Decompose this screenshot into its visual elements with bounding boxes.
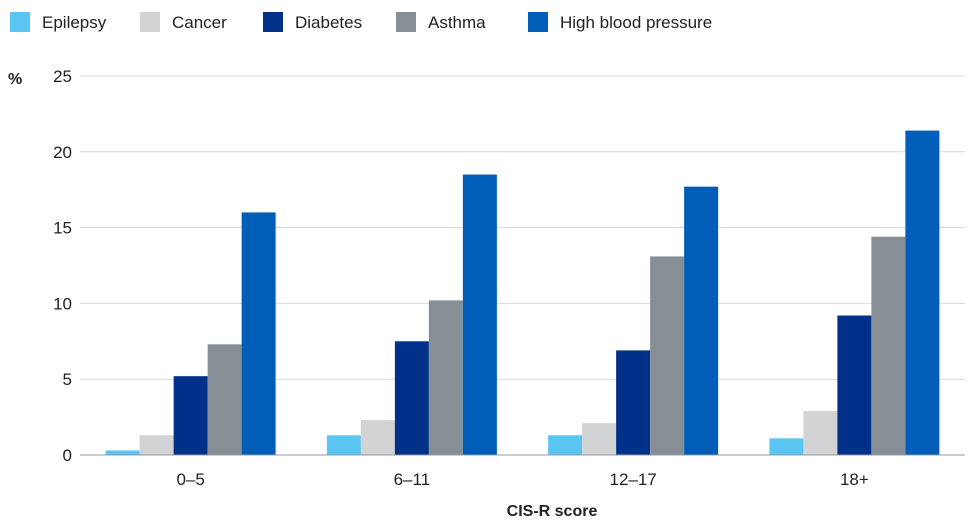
legend-label: Epilepsy <box>42 13 107 32</box>
bar <box>462 174 497 456</box>
bar <box>803 411 838 455</box>
x-tick-label: 0–5 <box>176 470 204 489</box>
bar <box>173 376 208 455</box>
x-tick-label: 6–11 <box>394 470 431 489</box>
legend-label: Cancer <box>172 13 227 32</box>
y-tick-label: 5 <box>63 370 72 389</box>
bar <box>905 130 940 456</box>
bar <box>207 344 242 455</box>
bar <box>548 435 583 455</box>
x-tick-label: 18+ <box>840 470 869 489</box>
bar <box>684 186 719 455</box>
bar <box>616 350 651 455</box>
bar <box>871 236 906 455</box>
y-tick-label: 20 <box>53 143 72 162</box>
y-axis-ticks: 0 5 10 15 20 25 <box>53 67 72 465</box>
legend-swatch <box>528 12 548 32</box>
y-tick-label: 25 <box>53 67 72 86</box>
bar <box>769 438 804 455</box>
y-tick-label: 10 <box>53 294 72 313</box>
y-axis-unit-label: % <box>8 71 22 88</box>
bar <box>837 315 872 455</box>
legend-label: Asthma <box>428 13 486 32</box>
bar <box>105 450 140 455</box>
legend-label: Diabetes <box>295 13 362 32</box>
bar <box>394 341 429 455</box>
y-tick-label: 0 <box>63 446 72 465</box>
legend-swatch <box>140 12 160 32</box>
gridlines <box>80 75 965 380</box>
bar <box>428 300 463 455</box>
legend-swatch <box>396 12 416 32</box>
x-axis-label: CIS-R score <box>507 503 598 520</box>
y-tick-label: 15 <box>53 219 72 238</box>
legend: Epilepsy Cancer Diabetes Asthma High blood p… <box>10 12 712 32</box>
bar <box>241 212 276 455</box>
x-tick-label: 12–17 <box>609 470 656 489</box>
bar <box>360 420 395 455</box>
legend-swatch <box>263 12 283 32</box>
legend-swatch <box>10 12 30 32</box>
bar <box>139 435 174 455</box>
bars <box>105 130 940 456</box>
legend-label: High blood pressure <box>560 13 712 32</box>
x-axis-ticks: 0–5 6–11 12–17 18+ <box>176 470 868 489</box>
bar <box>582 423 617 455</box>
bar <box>326 435 361 455</box>
bar <box>650 256 685 455</box>
